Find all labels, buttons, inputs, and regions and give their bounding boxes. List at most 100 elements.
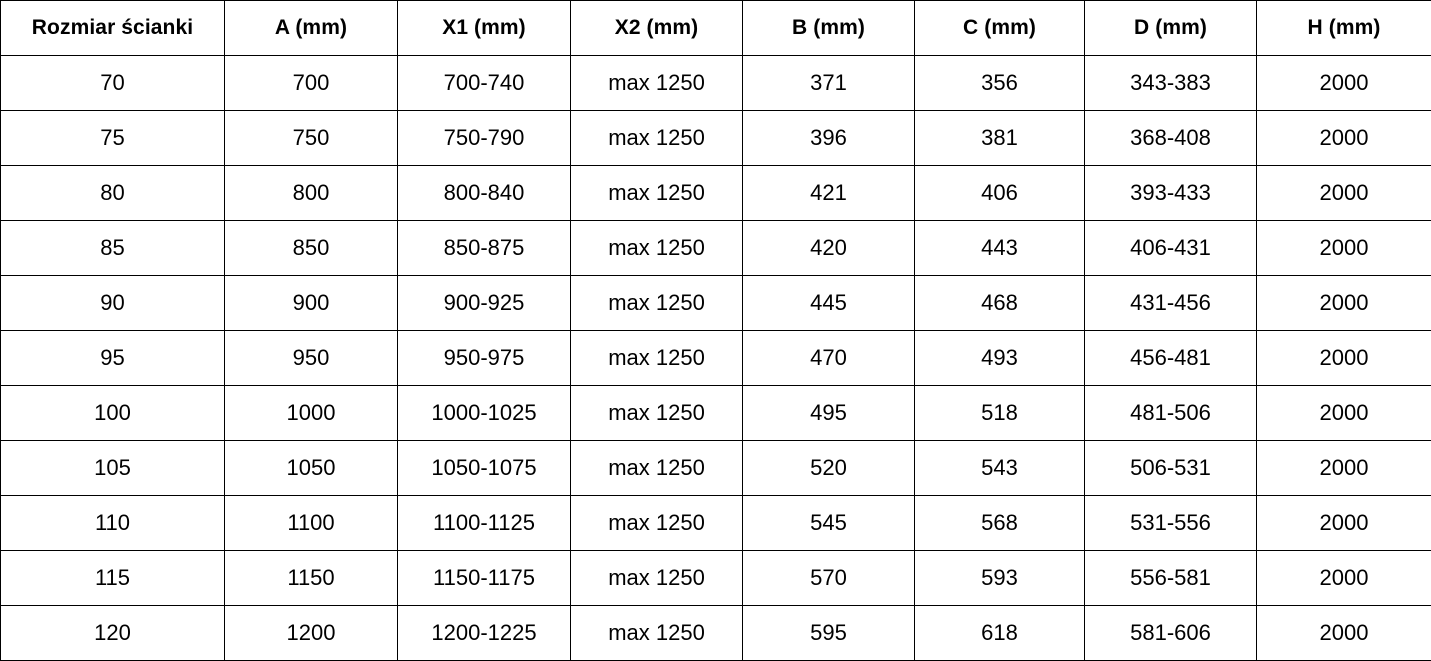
- cell-c: 518: [915, 386, 1085, 441]
- cell-a: 950: [225, 331, 398, 386]
- cell-x1: 1100-1125: [398, 496, 571, 551]
- cell-h: 2000: [1257, 111, 1431, 166]
- cell-wall-size: 120: [1, 606, 225, 661]
- cell-c: 468: [915, 276, 1085, 331]
- cell-wall-size: 100: [1, 386, 225, 441]
- cell-d: 556-581: [1085, 551, 1257, 606]
- cell-h: 2000: [1257, 551, 1431, 606]
- cell-b: 520: [743, 441, 915, 496]
- cell-x2: max 1250: [571, 551, 743, 606]
- cell-c: 356: [915, 56, 1085, 111]
- cell-h: 2000: [1257, 331, 1431, 386]
- cell-x2: max 1250: [571, 111, 743, 166]
- column-header-x2: X2 (mm): [571, 1, 743, 56]
- cell-x2: max 1250: [571, 221, 743, 276]
- cell-h: 2000: [1257, 276, 1431, 331]
- column-header-h: H (mm): [1257, 1, 1431, 56]
- cell-x2: max 1250: [571, 386, 743, 441]
- cell-d: 531-556: [1085, 496, 1257, 551]
- cell-h: 2000: [1257, 606, 1431, 661]
- cell-a: 1150: [225, 551, 398, 606]
- cell-c: 543: [915, 441, 1085, 496]
- cell-x1: 1150-1175: [398, 551, 571, 606]
- cell-wall-size: 105: [1, 441, 225, 496]
- cell-d: 456-481: [1085, 331, 1257, 386]
- cell-h: 2000: [1257, 386, 1431, 441]
- cell-x1: 850-875: [398, 221, 571, 276]
- cell-d: 406-431: [1085, 221, 1257, 276]
- cell-wall-size: 85: [1, 221, 225, 276]
- cell-x1: 900-925: [398, 276, 571, 331]
- column-header-a: A (mm): [225, 1, 398, 56]
- cell-wall-size: 75: [1, 111, 225, 166]
- cell-x2: max 1250: [571, 606, 743, 661]
- cell-b: 470: [743, 331, 915, 386]
- column-header-x1: X1 (mm): [398, 1, 571, 56]
- cell-a: 900: [225, 276, 398, 331]
- cell-c: 493: [915, 331, 1085, 386]
- cell-h: 2000: [1257, 221, 1431, 276]
- column-header-wall-size: Rozmiar ścianki: [1, 1, 225, 56]
- cell-c: 568: [915, 496, 1085, 551]
- cell-d: 506-531: [1085, 441, 1257, 496]
- cell-x1: 750-790: [398, 111, 571, 166]
- cell-b: 570: [743, 551, 915, 606]
- cell-wall-size: 90: [1, 276, 225, 331]
- cell-x2: max 1250: [571, 441, 743, 496]
- cell-a: 750: [225, 111, 398, 166]
- column-header-c: C (mm): [915, 1, 1085, 56]
- cell-b: 396: [743, 111, 915, 166]
- cell-h: 2000: [1257, 56, 1431, 111]
- cell-wall-size: 115: [1, 551, 225, 606]
- cell-d: 581-606: [1085, 606, 1257, 661]
- cell-x2: max 1250: [571, 56, 743, 111]
- cell-b: 595: [743, 606, 915, 661]
- cell-h: 2000: [1257, 441, 1431, 496]
- cell-a: 1000: [225, 386, 398, 441]
- cell-wall-size: 95: [1, 331, 225, 386]
- cell-x1: 950-975: [398, 331, 571, 386]
- cell-x1: 1000-1025: [398, 386, 571, 441]
- cell-x2: max 1250: [571, 496, 743, 551]
- cell-b: 545: [743, 496, 915, 551]
- cell-d: 393-433: [1085, 166, 1257, 221]
- cell-h: 2000: [1257, 166, 1431, 221]
- cell-a: 800: [225, 166, 398, 221]
- cell-d: 481-506: [1085, 386, 1257, 441]
- cell-d: 343-383: [1085, 56, 1257, 111]
- cell-x1: 1050-1075: [398, 441, 571, 496]
- cell-x2: max 1250: [571, 276, 743, 331]
- cell-d: 368-408: [1085, 111, 1257, 166]
- cell-b: 421: [743, 166, 915, 221]
- cell-b: 445: [743, 276, 915, 331]
- cell-c: 443: [915, 221, 1085, 276]
- cell-wall-size: 110: [1, 496, 225, 551]
- cell-b: 495: [743, 386, 915, 441]
- cell-x1: 800-840: [398, 166, 571, 221]
- cell-a: 1100: [225, 496, 398, 551]
- cell-h: 2000: [1257, 496, 1431, 551]
- cell-x1: 1200-1225: [398, 606, 571, 661]
- cell-b: 420: [743, 221, 915, 276]
- cell-a: 700: [225, 56, 398, 111]
- column-header-b: B (mm): [743, 1, 915, 56]
- cell-wall-size: 70: [1, 56, 225, 111]
- cell-c: 618: [915, 606, 1085, 661]
- cell-c: 381: [915, 111, 1085, 166]
- cell-x2: max 1250: [571, 166, 743, 221]
- cell-d: 431-456: [1085, 276, 1257, 331]
